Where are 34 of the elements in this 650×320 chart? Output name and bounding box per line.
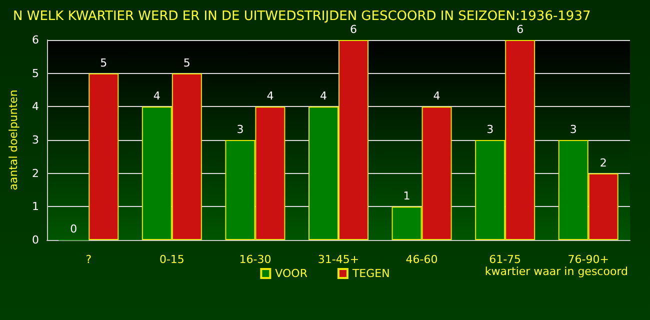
y-tick-label: 3 (32, 134, 39, 146)
chart-title: N WELK KWARTIER WERD ER IN DE UITWEDSTRIJDEN GESCOORD IN SEIZOEN:1936-1937 (13, 9, 591, 24)
x-tick-label: ? (86, 253, 92, 266)
data-label: 5 (183, 56, 190, 70)
data-label: 4 (433, 90, 440, 103)
data-label: 4 (153, 90, 160, 103)
data-label: 1 (403, 190, 410, 203)
data-label: 3 (570, 123, 577, 136)
data-label: 6 (350, 23, 357, 36)
x-axis-title: kwartier waar in gescoord (484, 265, 628, 278)
data-label: 0 (70, 222, 78, 236)
y-tick-label: 0 (32, 234, 39, 246)
x-tick-label: 76-90+ (568, 253, 609, 266)
y-tick-label: 1 (32, 200, 39, 214)
y-tick-label: 5 (32, 66, 39, 80)
data-label: 2 (600, 156, 607, 170)
x-tick-label: 0-15 (159, 253, 184, 266)
y-tick-label: 4 (32, 100, 39, 114)
data-label: 3 (486, 123, 494, 136)
data-label: 3 (236, 123, 244, 136)
data-label: 4 (320, 90, 327, 103)
legend-label: TEGEN (351, 267, 390, 280)
data-label: 5 (100, 56, 108, 70)
data-label: 6 (516, 23, 524, 36)
legend-label: VOOR (275, 267, 308, 280)
bar (88, 73, 119, 240)
x-tick-label: 16-30 (239, 253, 272, 266)
x-tick-label: 61-75 (489, 253, 522, 266)
data-label: 4 (266, 90, 274, 103)
y-axis-title: aantal doelpunten (7, 90, 20, 190)
x-tick-label: 46-60 (406, 253, 438, 266)
y-tick-label: 2 (32, 166, 39, 180)
y-tick-label: 6 (32, 34, 39, 46)
x-tick-label: 31-45+ (318, 253, 360, 266)
